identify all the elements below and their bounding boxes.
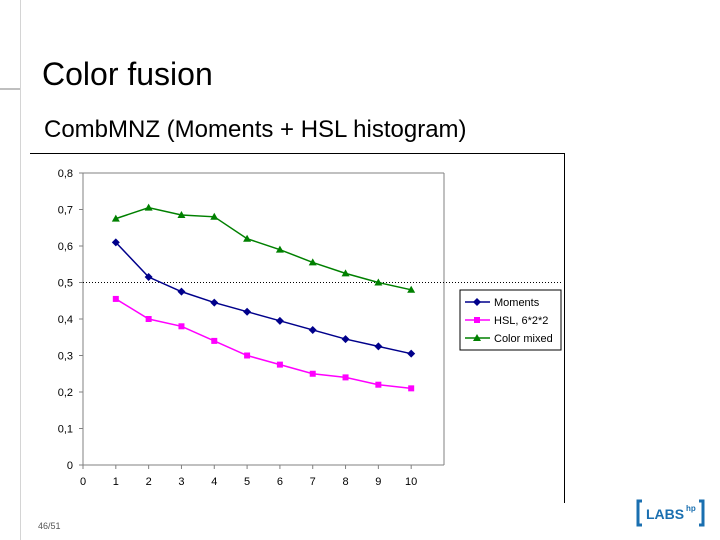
x-tick-label: 10 [405,476,417,488]
logo-text: LABS [646,506,684,522]
data-point [309,370,316,377]
data-point [408,385,415,392]
data-point [111,214,120,222]
data-point [407,285,416,293]
x-tick-label: 5 [244,476,250,488]
data-point [308,325,317,334]
data-point [407,349,416,358]
data-point [177,210,186,218]
series-line [115,206,412,291]
legend-label: Color mixed [494,333,553,345]
data-point [144,203,153,211]
y-tick-label: 0,3 [58,351,73,363]
data-point [243,234,252,242]
data-point [275,245,284,253]
data-point [374,278,383,286]
data-point [210,212,219,220]
hp-labs-logo: LABS hp [636,499,705,527]
data-point [243,307,252,316]
slide-subtitle: CombMNZ (Moments + HSL histogram) [44,116,467,143]
data-point [375,381,382,388]
logo-superscript: hp [686,504,696,513]
line-chart: 0 0,1 0,2 0,3 0,4 0,5 0,6 0,7 0,8 0 1 2 3 4 5 6 7 8 9 10 Mom… [58,168,562,488]
x-tick-label: 9 [375,476,381,488]
data-point [211,337,218,344]
data-point [342,374,349,381]
y-tick-label: 0,5 [58,278,73,290]
y-tick-label: 0,7 [58,205,73,217]
title-rule [0,88,20,90]
series-line [115,298,412,390]
data-point [473,298,481,306]
logo-right-bracket [699,499,705,527]
y-tick-label: 0,6 [58,241,73,253]
y-tick-label: 0 [67,460,73,472]
data-point [341,269,350,277]
data-point [308,258,317,266]
x-tick-label: 1 [113,476,119,488]
data-point [341,335,350,344]
slide-title: Color fusion [42,56,213,92]
data-point [244,352,251,359]
x-tick-label: 3 [178,476,184,488]
chart-frame [30,153,565,503]
data-point [474,317,480,323]
series-line [115,241,412,355]
page-number: 46/51 [38,521,61,531]
data-point [144,273,153,282]
data-point [275,316,284,325]
data-point [145,316,152,322]
data-point [112,295,119,302]
data-point [473,334,481,341]
x-tick-label: 4 [211,476,217,488]
x-tick-label: 0 [80,476,86,488]
data-point [374,342,383,351]
data-point [178,323,185,330]
data-point [177,287,186,296]
y-tick-label: 0,8 [58,168,73,180]
data-point [210,298,219,307]
x-tick-label: 2 [146,476,152,488]
x-tick-label: 6 [277,476,283,488]
x-tick-label: 8 [342,476,348,488]
legend-label: Moments [494,297,540,309]
logo-left-bracket [636,499,642,527]
data-point [276,361,283,368]
x-tick-label: 7 [310,476,316,488]
legend-label: HSL, 6*2*2 [494,315,548,327]
left-accent-bar [0,0,21,540]
y-tick-label: 0,1 [58,424,73,436]
y-tick-label: 0,2 [58,387,73,399]
data-point [111,238,120,247]
y-tick-label: 0,4 [58,314,73,326]
